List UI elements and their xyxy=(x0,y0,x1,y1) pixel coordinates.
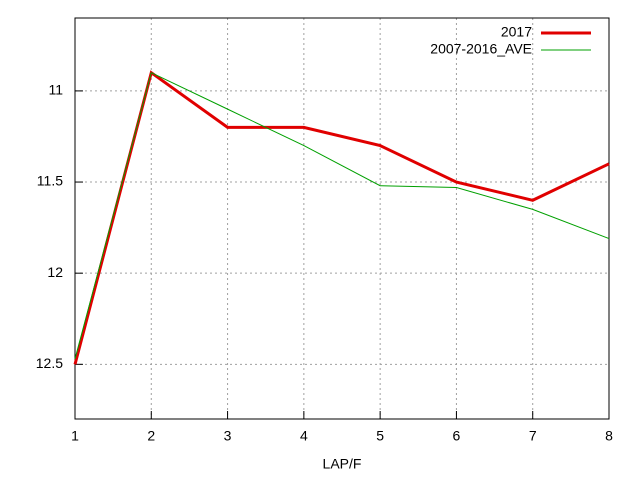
y-tick-label: 11.5 xyxy=(37,173,63,189)
x-tick-label: 6 xyxy=(453,428,461,444)
legend-label: 2017 xyxy=(501,24,532,40)
x-tick-label: 4 xyxy=(300,428,308,444)
plot-frame xyxy=(74,17,610,420)
x-tick-label: 2 xyxy=(147,428,155,444)
legend-label: 2007-2016_AVE xyxy=(430,41,532,57)
series-line xyxy=(74,71,610,359)
y-tick-label: 12.5 xyxy=(36,355,63,371)
x-tick-label: 5 xyxy=(376,428,384,444)
x-tick-label: 3 xyxy=(224,428,232,444)
series-line xyxy=(73,70,610,365)
x-tick-label: 7 xyxy=(529,428,537,444)
y-tick-label: 11 xyxy=(48,82,63,98)
x-axis-label: LAP/F xyxy=(323,456,362,472)
x-tick-label: 1 xyxy=(71,428,79,444)
y-tick-label: 12 xyxy=(47,264,63,280)
x-tick-label: 8 xyxy=(605,428,613,444)
